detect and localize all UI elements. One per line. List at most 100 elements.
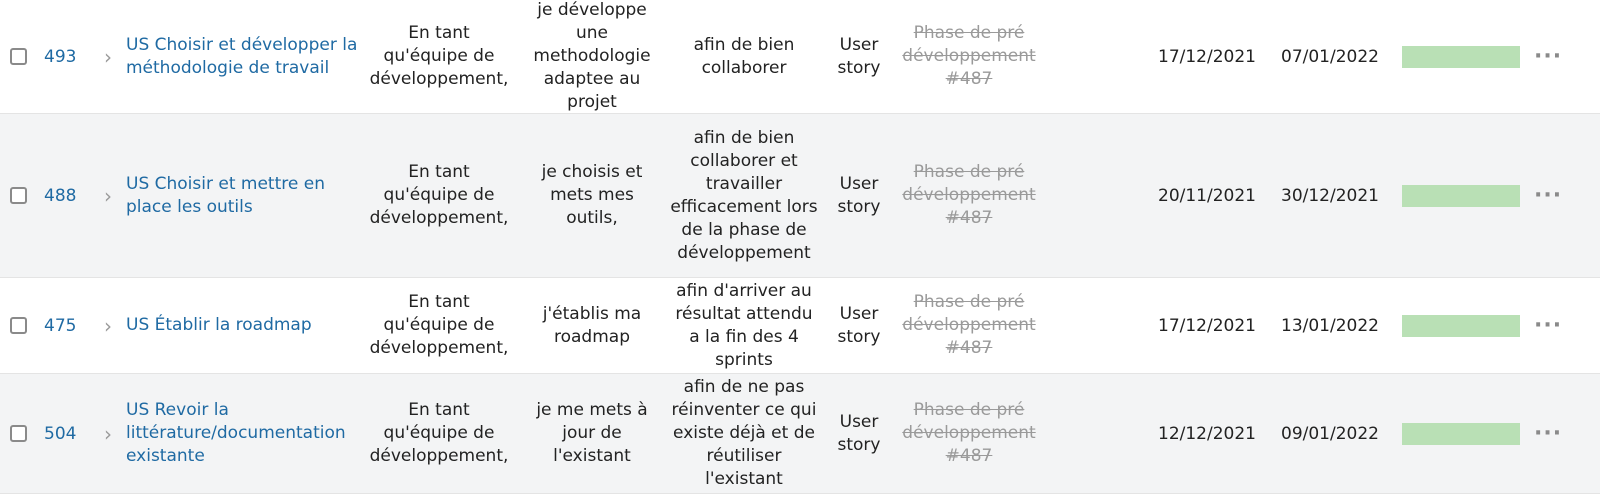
type-cell: User story: [830, 374, 888, 493]
parent-cell: Phase de pré développement #487: [896, 374, 1042, 493]
start-date-cell: 12/12/2021: [1158, 374, 1268, 493]
checkbox-icon[interactable]: [10, 317, 27, 334]
start-date-cell: 17/12/2021: [1158, 278, 1268, 373]
subject-cell: US Choisir et développer la méthodologie…: [126, 0, 358, 113]
subject-link[interactable]: US Choisir et mettre en place les outils: [126, 173, 325, 217]
progress-bar-fill: [1402, 45, 1520, 68]
expand-cell[interactable]: ›: [104, 0, 122, 113]
benefit-text: afin de bien collaborer: [693, 34, 795, 78]
start-date: 17/12/2021: [1158, 315, 1256, 336]
checkbox-icon[interactable]: [10, 48, 27, 65]
actions-cell[interactable]: ···: [1534, 278, 1564, 373]
checkbox-icon[interactable]: [10, 425, 27, 442]
role-text: En tant qu'équipe de développement,: [369, 292, 509, 358]
subject-link[interactable]: US Choisir et développer la méthodologie…: [126, 34, 358, 78]
more-horizontal-icon[interactable]: ···: [1534, 44, 1563, 69]
action-text: je choisis et mets mes outils,: [541, 162, 643, 228]
type-text: User story: [837, 303, 881, 347]
parent-cell: Phase de pré développement #487: [896, 114, 1042, 277]
due-date: 30/12/2021: [1281, 185, 1379, 206]
chevron-right-icon[interactable]: ›: [104, 313, 112, 338]
action-text: j'établis ma roadmap: [542, 303, 642, 347]
subject-link[interactable]: US Revoir la littérature/documentation e…: [126, 400, 346, 466]
table-row[interactable]: 488 › US Choisir et mettre en place les …: [0, 114, 1600, 278]
benefit-cell: afin de bien collaborer et travailler ef…: [668, 114, 820, 277]
row-select-cell[interactable]: [10, 374, 32, 493]
chevron-right-icon[interactable]: ›: [104, 421, 112, 446]
type-text: User story: [837, 173, 881, 217]
action-text: je développe une methodologie adaptee au…: [533, 0, 651, 112]
progress-bar: [1402, 184, 1520, 207]
progress-bar-fill: [1402, 184, 1520, 207]
progress-cell: [1402, 0, 1522, 113]
actions-cell[interactable]: ···: [1534, 114, 1564, 277]
subject-cell: US Établir la roadmap: [126, 278, 358, 373]
start-date: 12/12/2021: [1158, 423, 1256, 444]
row-select-cell[interactable]: [10, 0, 32, 113]
action-cell: je développe une methodologie adaptee au…: [528, 0, 656, 113]
start-date: 20/11/2021: [1158, 185, 1256, 206]
parent-cell: Phase de pré développement #487: [896, 278, 1042, 373]
chevron-right-icon[interactable]: ›: [104, 44, 112, 69]
role-text: En tant qu'équipe de développement,: [369, 23, 509, 89]
chevron-right-icon[interactable]: ›: [104, 183, 112, 208]
progress-bar-fill: [1402, 422, 1520, 445]
work-package-id-link[interactable]: 475: [44, 315, 77, 336]
progress-bar-fill: [1402, 314, 1520, 337]
progress-bar: [1402, 314, 1520, 337]
expand-cell[interactable]: ›: [104, 114, 122, 277]
expand-cell[interactable]: ›: [104, 278, 122, 373]
role-text: En tant qu'équipe de développement,: [369, 162, 509, 228]
benefit-text: afin de bien collaborer et travailler ef…: [670, 127, 818, 263]
start-date-cell: 20/11/2021: [1158, 114, 1268, 277]
id-cell: 475: [44, 278, 94, 373]
action-cell: j'établis ma roadmap: [528, 278, 656, 373]
more-horizontal-icon[interactable]: ···: [1534, 421, 1563, 446]
id-cell: 488: [44, 114, 94, 277]
parent-link[interactable]: Phase de pré développement #487: [902, 23, 1036, 89]
benefit-text: afin d'arriver au résultat attendu a la …: [675, 280, 813, 370]
role-cell: En tant qu'équipe de développement,: [364, 374, 514, 493]
more-horizontal-icon[interactable]: ···: [1534, 183, 1563, 208]
row-select-cell[interactable]: [10, 278, 32, 373]
parent-link[interactable]: Phase de pré développement #487: [902, 292, 1036, 358]
table-row[interactable]: 493 › US Choisir et développer la méthod…: [0, 0, 1600, 114]
id-cell: 493: [44, 0, 94, 113]
type-text: User story: [837, 411, 881, 455]
work-package-id-link[interactable]: 504: [44, 423, 77, 444]
expand-cell[interactable]: ›: [104, 374, 122, 493]
progress-bar: [1402, 45, 1520, 68]
due-date-cell: 09/01/2022: [1281, 374, 1391, 493]
role-cell: En tant qu'équipe de développement,: [364, 114, 514, 277]
actions-cell[interactable]: ···: [1534, 0, 1564, 113]
benefit-text: afin de ne pas réinventer ce qui existe …: [671, 377, 817, 489]
actions-cell[interactable]: ···: [1534, 374, 1564, 493]
work-package-id-link[interactable]: 493: [44, 46, 77, 67]
work-package-id-link[interactable]: 488: [44, 185, 77, 206]
parent-link[interactable]: Phase de pré développement #487: [902, 400, 1036, 466]
progress-cell: [1402, 114, 1522, 277]
due-date-cell: 13/01/2022: [1281, 278, 1391, 373]
table-row[interactable]: 504 › US Revoir la littérature/documenta…: [0, 374, 1600, 494]
due-date-cell: 30/12/2021: [1281, 114, 1391, 277]
row-select-cell[interactable]: [10, 114, 32, 277]
progress-cell: [1402, 278, 1522, 373]
due-date: 13/01/2022: [1281, 315, 1379, 336]
action-text: je me mets à jour de l'existant: [536, 400, 648, 466]
due-date-cell: 07/01/2022: [1281, 0, 1391, 113]
progress-bar: [1402, 422, 1520, 445]
type-cell: User story: [830, 114, 888, 277]
type-cell: User story: [830, 0, 888, 113]
due-date: 09/01/2022: [1281, 423, 1379, 444]
checkbox-icon[interactable]: [10, 187, 27, 204]
role-cell: En tant qu'équipe de développement,: [364, 0, 514, 113]
subject-link[interactable]: US Établir la roadmap: [126, 315, 312, 335]
subject-cell: US Choisir et mettre en place les outils: [126, 114, 358, 277]
action-cell: je choisis et mets mes outils,: [528, 114, 656, 277]
table-row[interactable]: 475 › US Établir la roadmap En tant qu'é…: [0, 278, 1600, 374]
more-horizontal-icon[interactable]: ···: [1534, 313, 1563, 338]
id-cell: 504: [44, 374, 94, 493]
due-date: 07/01/2022: [1281, 46, 1379, 67]
benefit-cell: afin d'arriver au résultat attendu a la …: [668, 278, 820, 373]
parent-link[interactable]: Phase de pré développement #487: [902, 162, 1036, 228]
